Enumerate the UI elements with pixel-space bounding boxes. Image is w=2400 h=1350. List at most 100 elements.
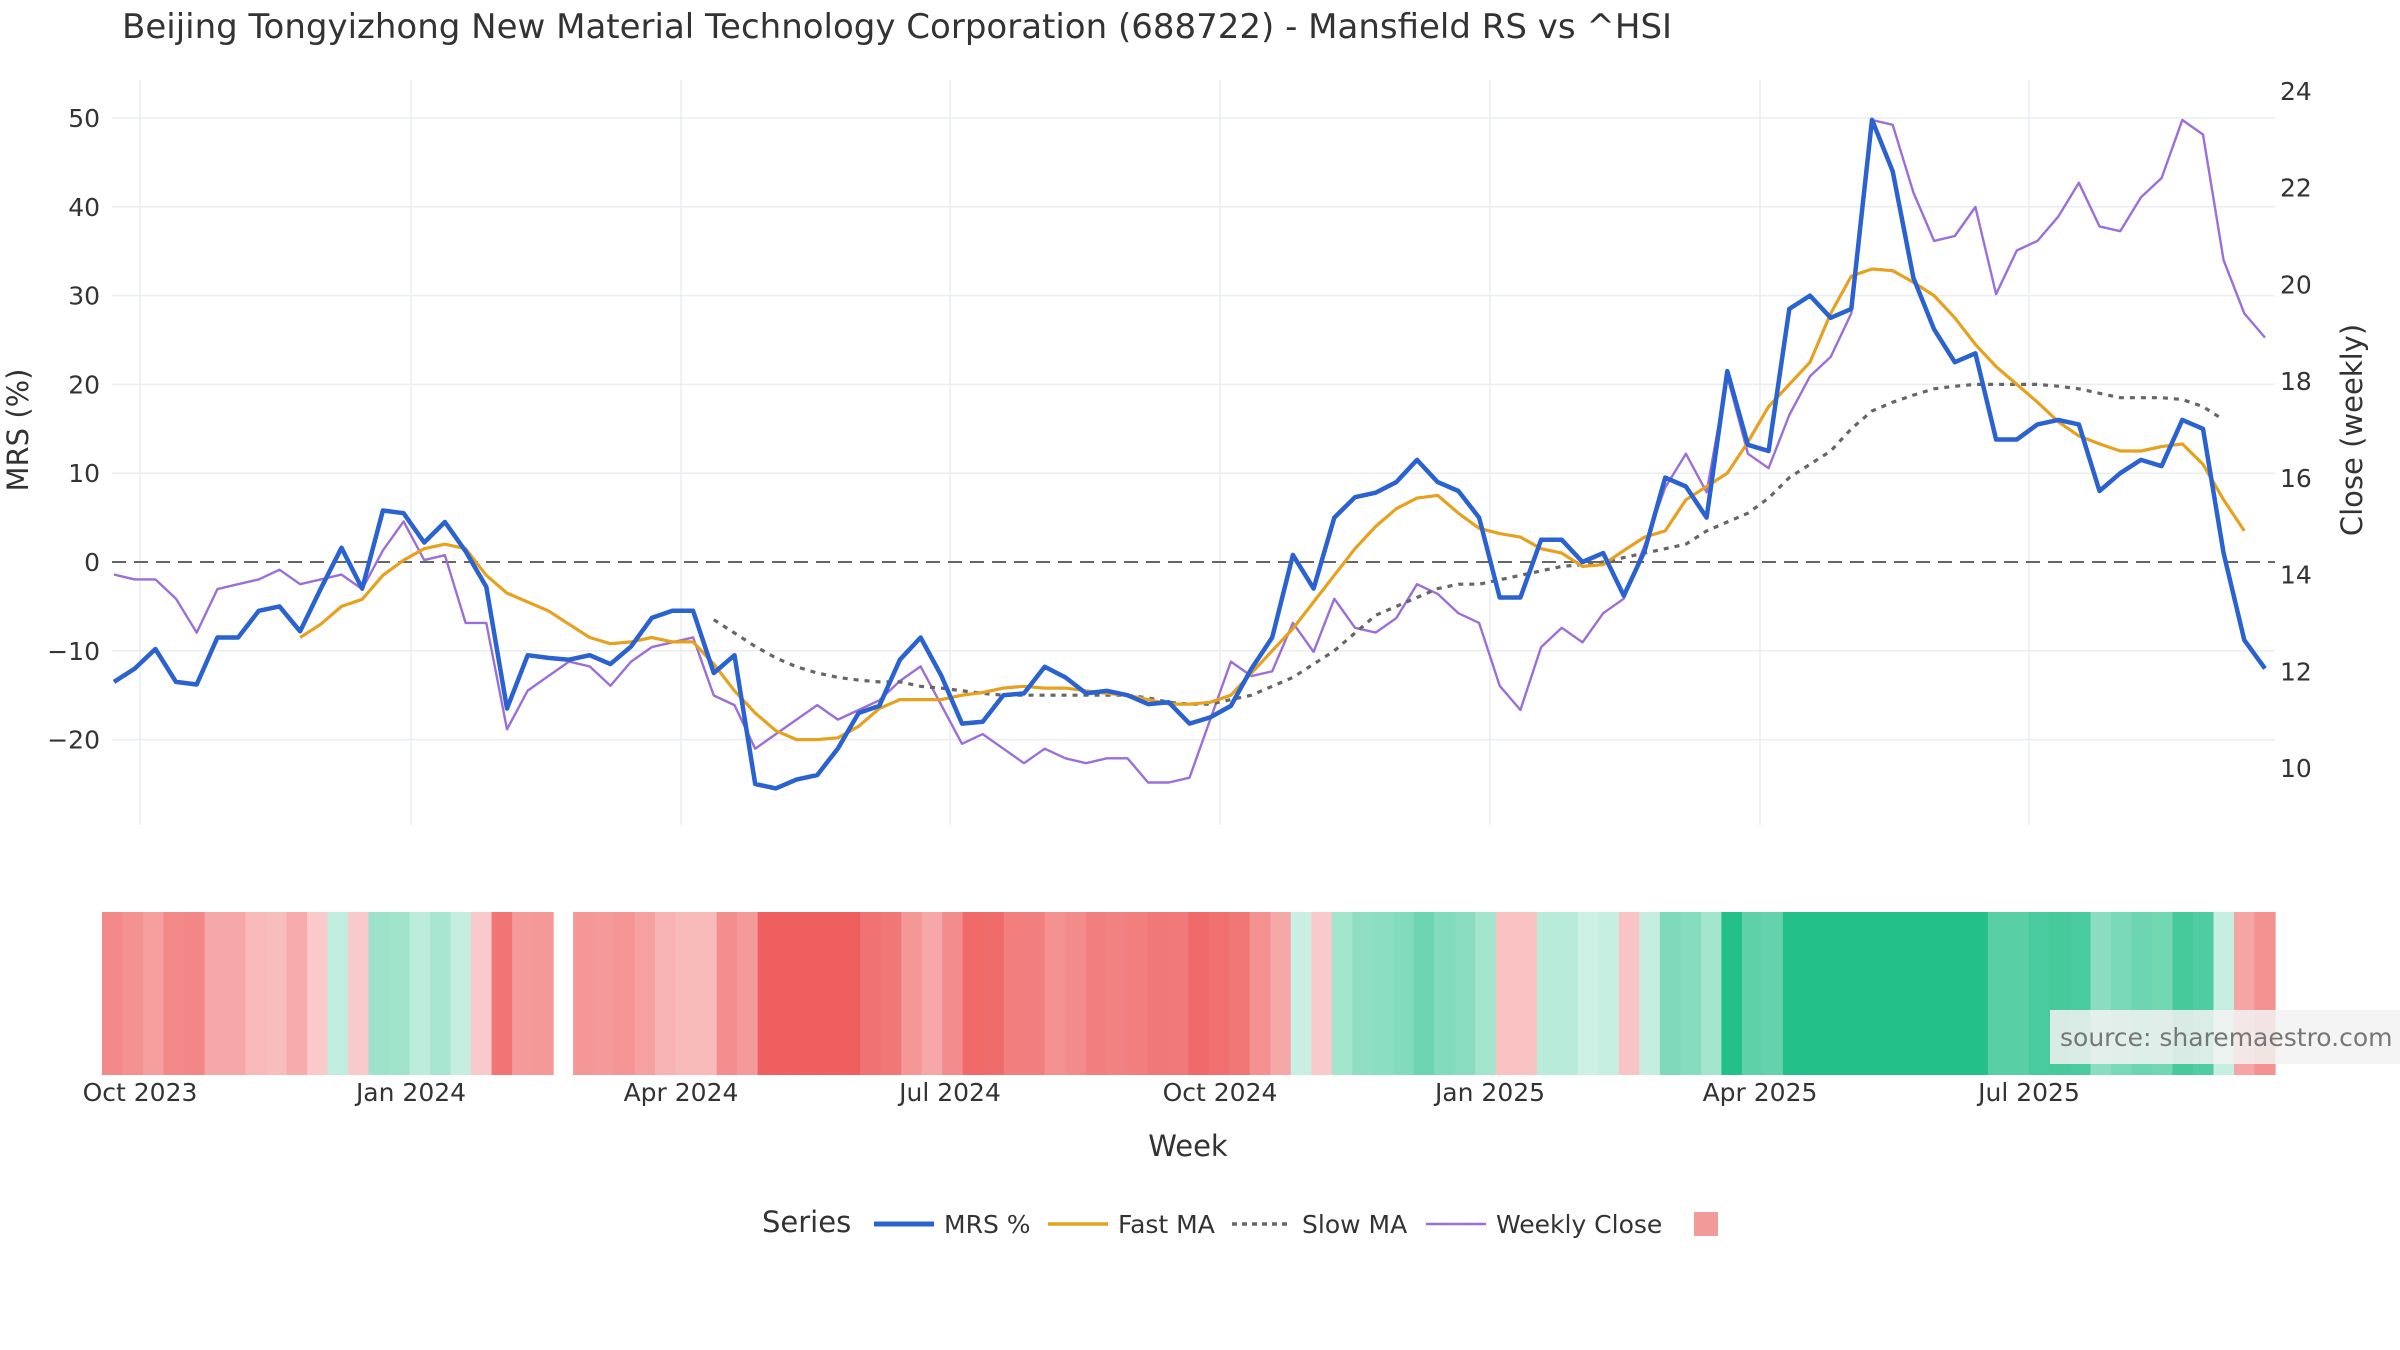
- heatmap-cell: [696, 912, 718, 1075]
- y2-tick-label: 16: [2280, 464, 2312, 493]
- heatmap-cell: [307, 912, 329, 1075]
- heatmap-cell: [1844, 912, 1866, 1075]
- heatmap-cell: [860, 912, 882, 1075]
- heatmap-strip: [102, 912, 2276, 1075]
- legend: Series MRS % Fast MA Slow MA Weekly Clos…: [762, 1205, 1718, 1239]
- heatmap-cell: [1987, 912, 2010, 1075]
- heatmap-cell: [921, 912, 943, 1075]
- heatmap-cell: [655, 912, 677, 1075]
- heatmap-cell: [512, 912, 534, 1075]
- heatmap-cell: [1229, 912, 1251, 1075]
- heatmap-cell: [1762, 912, 1784, 1075]
- legend-item-weekly-close: Weekly Close: [1426, 1210, 1662, 1239]
- heatmap-cell: [1085, 912, 1107, 1075]
- heatmap-cell: [1167, 912, 1189, 1075]
- heatmap-cell: [1598, 912, 1620, 1075]
- x-tick-label: Oct 2023: [83, 1078, 198, 1107]
- heatmap-cell: [389, 912, 411, 1075]
- heatmap-cell: [348, 912, 370, 1075]
- heatmap-cell: [1126, 912, 1148, 1075]
- heatmap-cell: [471, 912, 493, 1075]
- heatmap-cell: [266, 912, 288, 1075]
- heatmap-cell: [819, 912, 841, 1075]
- heatmap-cell: [1680, 912, 1702, 1075]
- y-tick-label: 10: [68, 459, 100, 488]
- heatmap-cell: [1946, 912, 1969, 1075]
- heatmap-cell: [1065, 912, 1087, 1075]
- y2-tick-label: 14: [2280, 561, 2312, 590]
- heatmap-cell: [1454, 912, 1476, 1075]
- y2-tick-label: 20: [2280, 270, 2312, 299]
- heatmap-cell: [1905, 912, 1928, 1075]
- series-line-fast-ma: [299, 267, 2246, 742]
- y-tick-label: −20: [47, 726, 100, 755]
- y-tick-label: 0: [84, 548, 100, 577]
- heatmap-cell: [1618, 912, 1640, 1075]
- heatmap-cell: [1188, 912, 1210, 1075]
- y-tick-label: 50: [68, 104, 100, 133]
- heatmap-cell: [901, 912, 923, 1075]
- heatmap-cell: [102, 912, 124, 1075]
- x-tick-label: Apr 2025: [1703, 1078, 1818, 1107]
- heatmap-cell: [122, 912, 144, 1075]
- heatmap-cell: [1885, 912, 1907, 1075]
- y-tick-label: −10: [47, 637, 100, 666]
- heatmap-cell: [1803, 912, 1825, 1075]
- left-axis-ticks: 50 40 30 20 10 0 −10 −20: [47, 104, 100, 755]
- heatmap-cell: [880, 912, 902, 1075]
- heatmap-cell: [573, 912, 595, 1075]
- heatmap-cell: [1823, 912, 1845, 1075]
- legend-item-fast-ma: Fast MA: [1048, 1210, 1215, 1239]
- heatmap-cell: [716, 912, 738, 1075]
- heatmap-cell: [450, 912, 472, 1075]
- heatmap-cell: [1393, 912, 1415, 1075]
- heatmap-cell: [737, 912, 759, 1075]
- legend-label-weekly-close: Weekly Close: [1496, 1210, 1662, 1239]
- series-lines: [112, 117, 2267, 791]
- y2-tick-label: 22: [2280, 174, 2312, 203]
- heatmap-cell: [1864, 912, 1886, 1075]
- grid-lines: [112, 80, 2275, 825]
- heatmap-cell: [1577, 912, 1599, 1075]
- heatmap-cell: [327, 912, 349, 1075]
- heatmap-cell: [1413, 912, 1435, 1075]
- heatmap-cell: [798, 912, 820, 1075]
- heatmap-cell: [368, 912, 390, 1075]
- heatmap-cell: [778, 912, 800, 1075]
- heatmap-cell: [204, 912, 226, 1075]
- heatmap-cell: [839, 912, 861, 1075]
- heatmap-cell: [1106, 912, 1128, 1075]
- heatmap-cell: [1352, 912, 1374, 1075]
- x-tick-label: Apr 2024: [624, 1078, 739, 1107]
- heatmap-cell: [225, 912, 247, 1075]
- heatmap-cell: [409, 912, 431, 1075]
- legend-title: Series: [762, 1205, 851, 1239]
- chart-title: Beijing Tongyizhong New Material Technol…: [122, 7, 1672, 47]
- heatmap-cell: [1208, 912, 1230, 1075]
- heatmap-cell: [1639, 912, 1661, 1075]
- right-axis-ticks: 24 22 20 18 16 14 12 10: [2280, 77, 2312, 783]
- heatmap-cell: [962, 912, 984, 1075]
- heatmap-cell: [1536, 912, 1558, 1075]
- y2-tick-label: 18: [2280, 367, 2312, 396]
- source-text: source: sharemaestro.com: [2060, 1023, 2393, 1052]
- heatmap-cell: [143, 912, 165, 1075]
- heatmap-cell: [757, 912, 779, 1075]
- y-tick-label: 20: [68, 370, 100, 399]
- heatmap-cell: [1311, 912, 1333, 1075]
- heatmap-cell: [1434, 912, 1456, 1075]
- heatmap-cell: [184, 912, 206, 1075]
- y-tick-label: 30: [68, 282, 100, 311]
- heatmap-cell: [1967, 912, 1989, 1075]
- legend-label-mrs: MRS %: [944, 1210, 1031, 1239]
- x-axis-title: Week: [1148, 1129, 1228, 1163]
- legend-item-mrs: MRS %: [874, 1210, 1031, 1239]
- heatmap-cell: [1495, 912, 1517, 1075]
- x-tick-label: Jul 2024: [897, 1078, 1001, 1107]
- heatmap-cell: [532, 912, 554, 1075]
- heatmap-cell: [1659, 912, 1681, 1075]
- y-tick-label: 40: [68, 193, 100, 222]
- y2-tick-label: 24: [2280, 77, 2312, 106]
- y2-tick-label: 12: [2280, 657, 2312, 686]
